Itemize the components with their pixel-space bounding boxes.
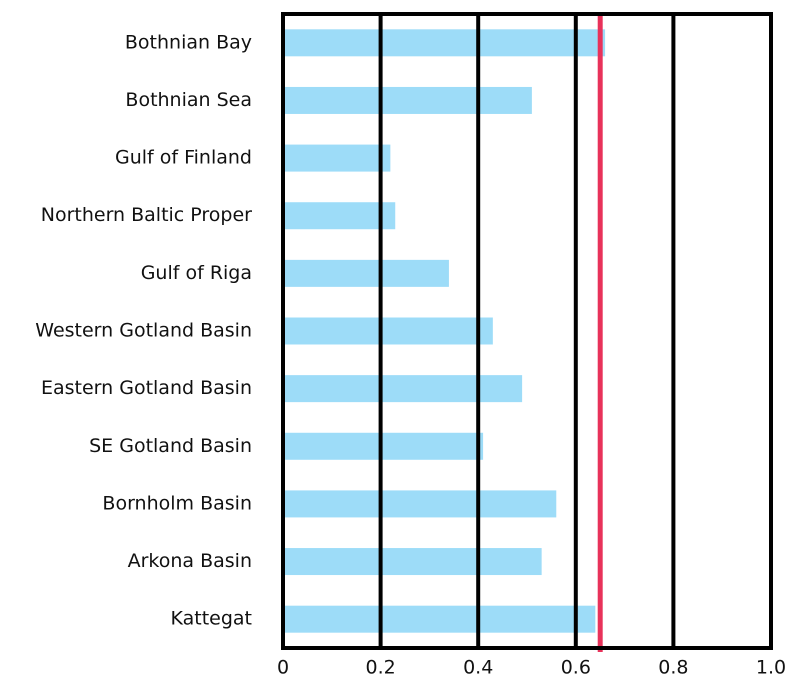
y-tick-label: Bornholm Basin [102,492,252,514]
bar [283,605,596,633]
x-tick-label: 0.4 [463,657,493,679]
bar [283,144,391,172]
y-tick-label: Kattegat [170,608,252,630]
bar [283,432,484,460]
y-tick-label: Bothnian Sea [125,89,252,111]
y-tick-label: Bothnian Bay [125,31,252,53]
y-tick-label: Gulf of Riga [141,262,252,284]
x-tick-label: 0.2 [365,657,395,679]
y-tick-label: Gulf of Finland [115,147,252,169]
x-tick-label: 0.6 [561,657,591,679]
y-tick-label: Western Gotland Basin [35,320,252,342]
bar [283,375,523,403]
bar [283,317,493,345]
y-tick-label: Eastern Gotland Basin [41,377,252,399]
y-tick-label: SE Gotland Basin [89,435,252,457]
bar [283,29,606,57]
x-tick-label: 0 [277,657,289,679]
bar [283,490,557,518]
bar [283,548,542,576]
bar [283,259,449,287]
x-tick-label: 1.0 [756,657,786,679]
bar [283,86,532,114]
bar [283,202,396,230]
y-tick-label: Northern Baltic Proper [41,204,252,226]
y-tick-label: Arkona Basin [128,550,252,572]
x-tick-label: 0.8 [658,657,688,679]
plot-frame [281,12,773,650]
